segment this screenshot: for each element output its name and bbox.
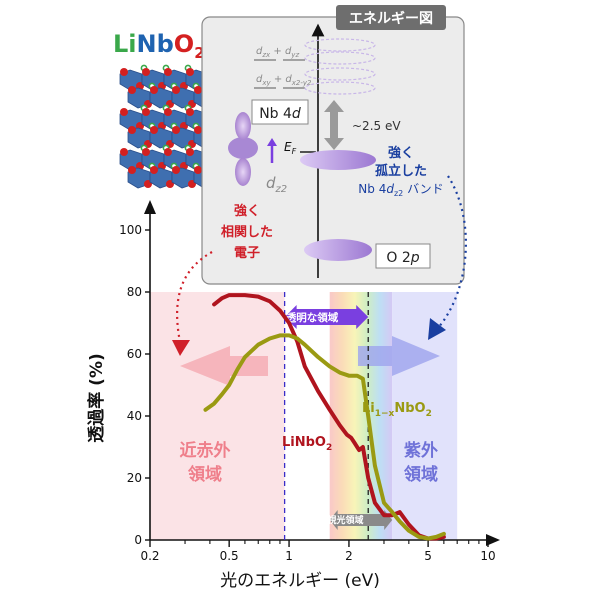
y-tick-label: 80	[127, 285, 142, 299]
y-axis-label: 透過率 (%)	[86, 353, 107, 443]
dz2-orbital-icon	[228, 112, 258, 186]
visible-double-arrow	[329, 510, 393, 530]
o-atom	[172, 126, 180, 134]
series-line-1	[203, 333, 446, 541]
uv-label-line1: 紫外	[404, 440, 438, 461]
near-ir-label-line1: 近赤外	[180, 440, 231, 461]
o2p-label: O 2p	[386, 250, 419, 266]
o-atom	[142, 148, 150, 156]
o-atom	[150, 126, 158, 134]
o-atom	[120, 108, 128, 116]
blue-dotted-arrowhead	[428, 318, 446, 340]
o-atom	[186, 108, 194, 116]
transparent-region-indicator: 透明な領域	[284, 305, 369, 329]
o-atom	[128, 86, 136, 94]
x-tick-label: 5	[424, 549, 432, 563]
o-atom	[194, 126, 202, 134]
o-atom	[120, 68, 128, 76]
y-tick-label: 60	[127, 347, 142, 361]
o-atom	[142, 68, 150, 76]
o-atom	[120, 148, 128, 156]
y-tick-label: 40	[127, 409, 142, 423]
x-tick-label: 10	[480, 549, 495, 563]
svg-text:dxy + dx2-y2: dxy + dx2-y2	[256, 74, 312, 87]
o-atom	[128, 166, 136, 174]
band-gap-arrow	[324, 100, 344, 150]
x-axis-label: 光のエネルギー (eV)	[220, 571, 380, 591]
nb4d-label: Nb 4d	[259, 106, 301, 122]
spin-arrow	[267, 138, 277, 163]
crystal-structure-illustration	[119, 64, 222, 189]
energy-diagram-panel: エネルギー図 dzx + dyz dxy + dx2-y2 Nb 4d ~2.5…	[201, 5, 465, 285]
o-atom	[186, 148, 194, 156]
nb4d-box	[251, 99, 309, 125]
o2p-box	[375, 243, 431, 269]
data-series	[203, 293, 446, 541]
o2p-band	[304, 239, 372, 261]
y-axis-arrowhead	[144, 200, 156, 214]
transparent-double-arrow	[284, 305, 369, 329]
o-atom	[150, 86, 158, 94]
energy-header-box	[336, 5, 446, 30]
y-tick-label: 0	[134, 533, 142, 547]
o-atom	[172, 86, 180, 94]
x-tick-label: 2	[345, 549, 353, 563]
uv-region	[392, 292, 458, 540]
o-atom	[142, 108, 150, 116]
spectral-regions	[150, 292, 458, 540]
red-dotted-arrowhead	[172, 340, 190, 356]
linbo2-series-label: LiNbO2	[282, 435, 332, 453]
li1x-series-label: Li1−xNbO2	[362, 401, 432, 419]
d-level-upper: dzx + dyz	[254, 46, 305, 61]
o-atom	[164, 68, 172, 76]
y-ticks: 0 20 40 60 80 100	[119, 223, 150, 547]
nb4dz2-band	[300, 150, 376, 170]
series-line-0	[212, 293, 446, 541]
correlated-note-line2: 相関した	[221, 224, 273, 240]
x-tick-label: 0.2	[140, 549, 159, 563]
near-ir-region	[150, 292, 285, 540]
x-axis-arrowhead	[486, 534, 500, 546]
y-tick-label: 100	[119, 223, 142, 237]
blue-dotted-arrow	[437, 175, 467, 329]
svg-text:dzx + dyz: dzx + dyz	[256, 46, 299, 59]
visible-region-label: 可視光領域	[318, 514, 363, 526]
compound-title: LiNbO2	[113, 30, 205, 62]
x-tick-label: 0.5	[220, 549, 239, 563]
o-atom	[164, 148, 172, 156]
red-dotted-arrow	[176, 251, 213, 343]
correlated-note-line1: 強く	[234, 203, 260, 219]
energy-header-label: エネルギー図	[349, 10, 433, 27]
uv-arrow-shape	[358, 336, 440, 376]
y-tick-label: 20	[127, 471, 142, 485]
d-level-lower: dxy + dx2-y2	[254, 74, 312, 89]
isolated-note-line3: Nb 4dz2 バンド	[358, 182, 443, 198]
near-ir-label-line2: 領域	[188, 464, 222, 485]
uv-label-line2: 領域	[404, 464, 438, 485]
x-tick-label: 1	[285, 549, 293, 563]
upper-band-ellipses	[304, 38, 376, 95]
o-atom	[194, 86, 202, 94]
o-atom	[150, 166, 158, 174]
ef-label: EF	[284, 140, 297, 156]
o-atom	[164, 108, 172, 116]
correlated-note-line3: 電子	[234, 246, 260, 261]
visible-region-indicator: 可視光領域	[318, 510, 393, 530]
x-ticks: 0.2 0.5 1 2 5 10	[140, 540, 496, 563]
isolated-note-line2: 孤立した	[375, 163, 427, 179]
o-atom	[194, 166, 202, 174]
dz2-label: dz2	[266, 174, 287, 195]
o-atom	[186, 68, 194, 76]
isolated-note-line1: 強く	[388, 145, 414, 161]
transparent-region-label: 透明な領域	[286, 311, 339, 324]
o-atom	[172, 166, 180, 174]
band-gap-label: ~2.5 eV	[352, 119, 401, 133]
o-atom	[128, 126, 136, 134]
